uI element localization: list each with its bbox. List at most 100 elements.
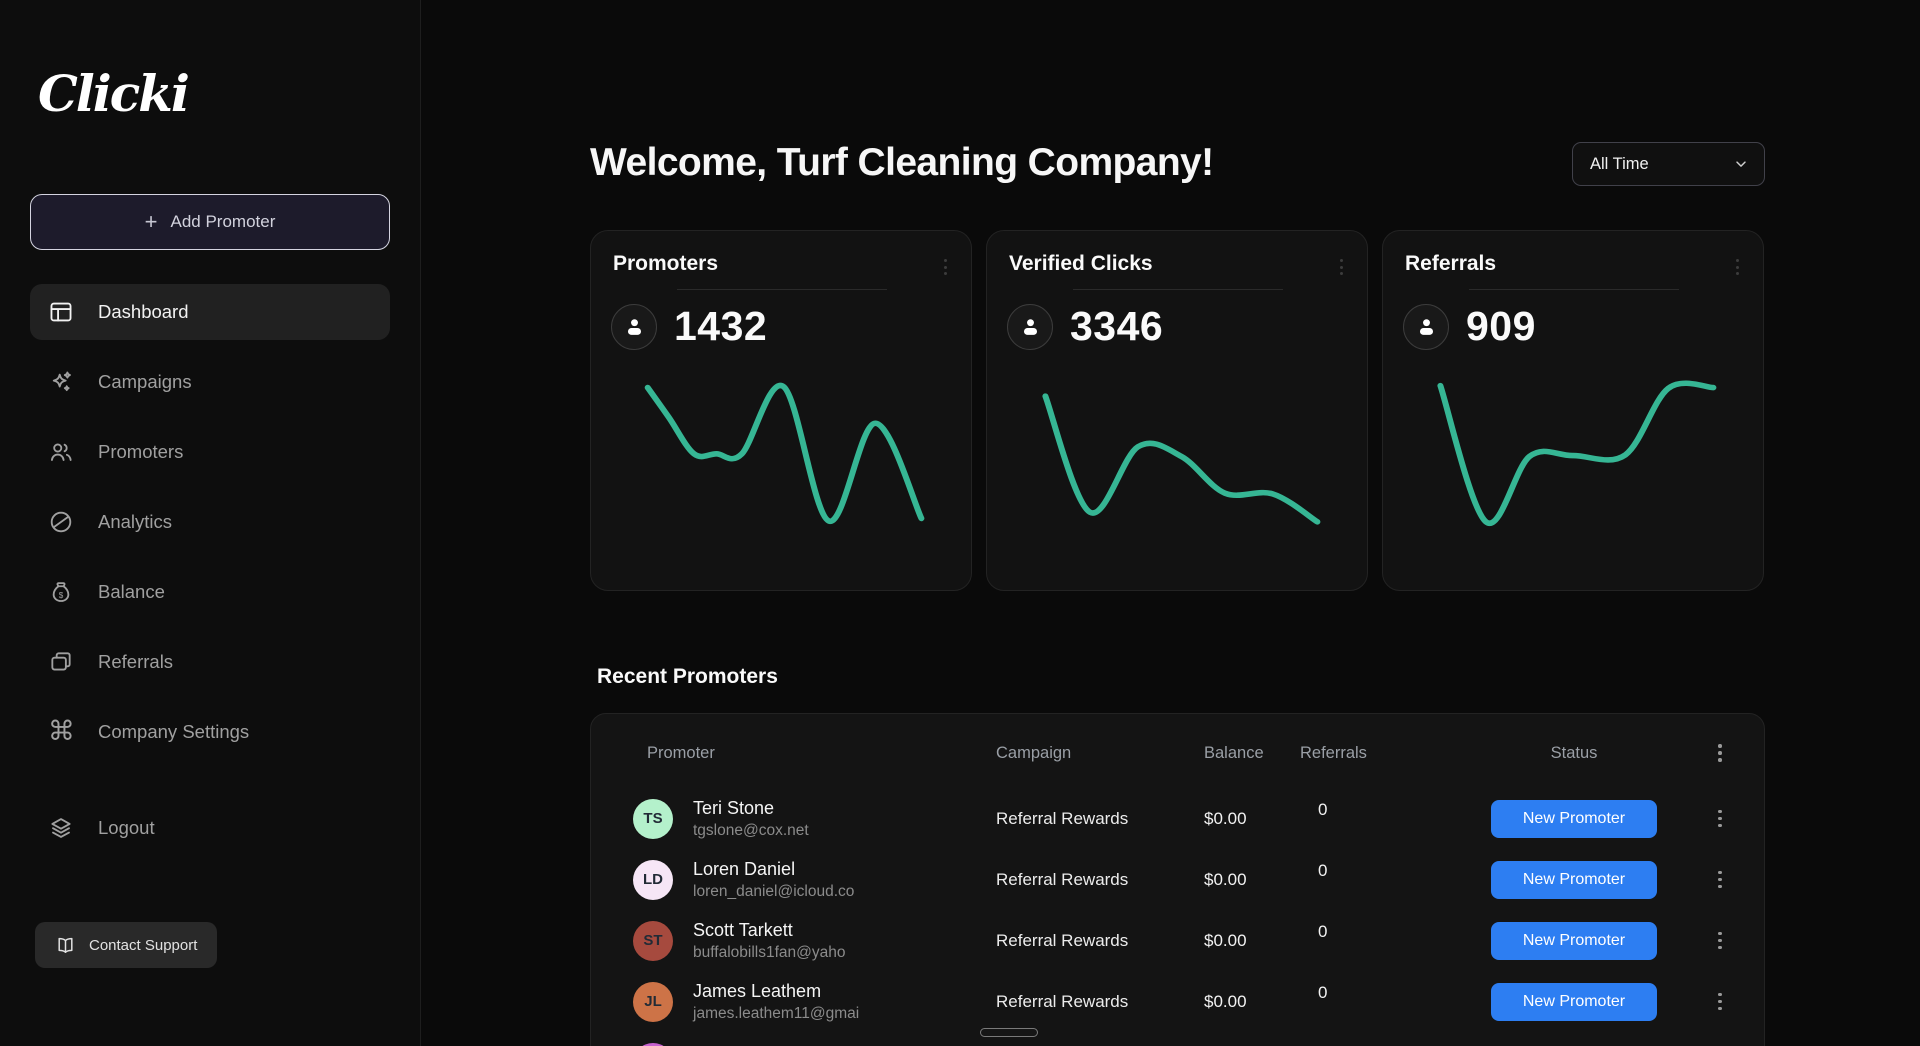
column-header-status: Status — [1550, 743, 1598, 762]
book-open-icon — [58, 937, 73, 953]
users-icon — [50, 443, 72, 461]
campaign-cell: Referral Rewards — [996, 808, 1129, 828]
sidebar-item-referrals[interactable]: Referrals — [30, 634, 390, 690]
sidebar-item-logout[interactable]: Logout — [30, 800, 390, 856]
row-kebab-menu-icon[interactable] — [1714, 867, 1726, 893]
kebab-menu-icon[interactable] — [940, 255, 951, 279]
dashboard-panel-icon — [50, 302, 72, 322]
verified-clicks-sparkline — [1042, 393, 1321, 525]
stat-card-promoters: Promoters 1432 — [590, 230, 972, 591]
table-kebab-menu-icon[interactable] — [1714, 740, 1726, 766]
row-kebab-menu-icon[interactable] — [1714, 928, 1726, 954]
avatar: TS — [633, 798, 673, 839]
sidebar-item-campaigns[interactable]: Campaigns — [30, 354, 390, 410]
time-filter-value: All Time — [1590, 154, 1649, 173]
campaign-cell: Referral Rewards — [996, 930, 1129, 950]
time-filter-select[interactable]: All Time — [1572, 142, 1765, 186]
plus-icon: + — [144, 209, 158, 234]
sidebar-item-label: Campaigns — [98, 371, 192, 392]
promoter-email: loren_daniel@icloud.co — [693, 883, 855, 900]
balance-cell: $0.00 — [1204, 930, 1247, 950]
column-header-campaign: Campaign — [996, 743, 1072, 762]
page-header: Welcome, Turf Cleaning Company! All Time — [590, 141, 1765, 186]
promoters-sparkline — [644, 382, 925, 524]
row-kebab-menu-icon[interactable] — [1714, 989, 1726, 1015]
campaign-cell: Referral Rewards — [996, 869, 1129, 889]
referrals-sparkline — [1437, 380, 1717, 527]
table-row: ST Scott Tarkett buffalobills1fan@yaho R… — [615, 910, 1740, 971]
table-row: BO Blake Olson — [615, 1032, 1740, 1046]
avatar: BO — [633, 1042, 673, 1046]
stat-row: 3346 — [1007, 303, 1347, 350]
recent-promoters-title: Recent Promoters — [597, 665, 778, 688]
balance-cell: $0.00 — [1204, 869, 1247, 889]
stat-card-verified-clicks: Verified Clicks 3346 — [986, 230, 1368, 591]
horizontal-scrollbar-thumb[interactable] — [980, 1028, 1038, 1037]
promoter-email: buffalobills1fan@yaho — [693, 944, 846, 961]
table-row: JL James Leathem james.leathem11@gmai Re… — [615, 971, 1740, 1032]
column-header-promoter: Promoter — [647, 743, 715, 762]
balance-cell: $0.00 — [1204, 991, 1247, 1011]
new-promoter-button[interactable]: New Promoter — [1491, 921, 1657, 960]
table-row: TS Teri Stone tgslone@cox.net Referral R… — [615, 788, 1740, 849]
promoter-name: Scott Tarkett — [693, 920, 793, 940]
new-promoter-button[interactable]: New Promoter — [1491, 860, 1657, 899]
stat-cards-row: Promoters 1432 Verified Clicks — [590, 230, 1765, 591]
copy-icon — [51, 652, 71, 671]
sidebar-item-label: Balance — [98, 581, 165, 602]
pie-chart-icon — [50, 511, 72, 533]
sidebar-item-label: Referrals — [98, 651, 174, 672]
stat-card-referrals: Referrals 909 — [1382, 230, 1764, 591]
contact-support-button[interactable]: Contact Support — [35, 922, 218, 968]
kebab-menu-icon[interactable] — [1732, 255, 1743, 279]
money-bag-icon: $ — [52, 582, 70, 602]
stat-card-title: Referrals — [1405, 252, 1497, 275]
card-divider — [677, 289, 887, 290]
balance-cell: $0.00 — [1204, 808, 1247, 828]
stat-row: 909 — [1403, 303, 1743, 350]
sidebar-nav: Dashboard Campaigns Promoters Analytics … — [30, 284, 390, 856]
sidebar-item-label: Logout — [98, 817, 155, 838]
sidebar-item-balance[interactable]: $ Balance — [30, 564, 390, 620]
sparkles-icon — [52, 371, 71, 392]
sidebar-item-analytics[interactable]: Analytics — [30, 494, 390, 550]
table-row: LD Loren Daniel loren_daniel@icloud.co R… — [615, 849, 1740, 910]
column-header-referrals: Referrals — [1300, 743, 1367, 762]
row-kebab-menu-icon[interactable] — [1714, 806, 1726, 832]
sidebar-item-label: Promoters — [98, 441, 184, 462]
person-icon — [611, 303, 657, 350]
sidebar-item-label: Company Settings — [98, 721, 250, 742]
person-icon — [1403, 303, 1449, 350]
recent-promoters-table: Promoter Campaign Balance Referrals Stat… — [590, 713, 1765, 1046]
command-icon: ⌘ — [48, 716, 75, 747]
new-promoter-button[interactable]: New Promoter — [1491, 982, 1657, 1021]
promoter-name: Loren Daniel — [693, 859, 796, 879]
contact-support-label: Contact Support — [89, 936, 198, 954]
sidebar: Clicki + Add Promoter Dashboard Campaign… — [0, 0, 421, 1046]
avatar: JL — [633, 981, 673, 1022]
referrals-cell: 0 — [1318, 861, 1328, 880]
add-promoter-button[interactable]: + Add Promoter — [30, 194, 390, 250]
promoter-email: tgslone@cox.net — [693, 822, 809, 839]
campaign-cell: Referral Rewards — [996, 991, 1129, 1011]
sidebar-item-company-settings[interactable]: ⌘ Company Settings — [30, 704, 390, 760]
referrals-cell: 0 — [1318, 983, 1328, 1002]
stat-value: 3346 — [1070, 303, 1164, 349]
kebab-menu-icon[interactable] — [1336, 255, 1347, 279]
person-icon — [1007, 303, 1053, 350]
chevron-down-icon — [1736, 161, 1746, 167]
sidebar-item-promoters[interactable]: Promoters — [30, 424, 390, 480]
referrals-cell: 0 — [1318, 800, 1328, 819]
brand-logo: Clicki — [38, 64, 190, 123]
avatar: LD — [633, 859, 673, 900]
card-divider — [1469, 289, 1679, 290]
layers-icon — [51, 818, 71, 838]
referrals-cell: 0 — [1318, 922, 1328, 941]
card-divider — [1073, 289, 1283, 290]
new-promoter-button[interactable]: New Promoter — [1491, 799, 1657, 838]
add-promoter-label: Add Promoter — [170, 212, 276, 231]
avatar: ST — [633, 920, 673, 961]
promoter-email: james.leathem11@gmai — [693, 1005, 860, 1022]
sidebar-item-dashboard[interactable]: Dashboard — [30, 284, 390, 340]
